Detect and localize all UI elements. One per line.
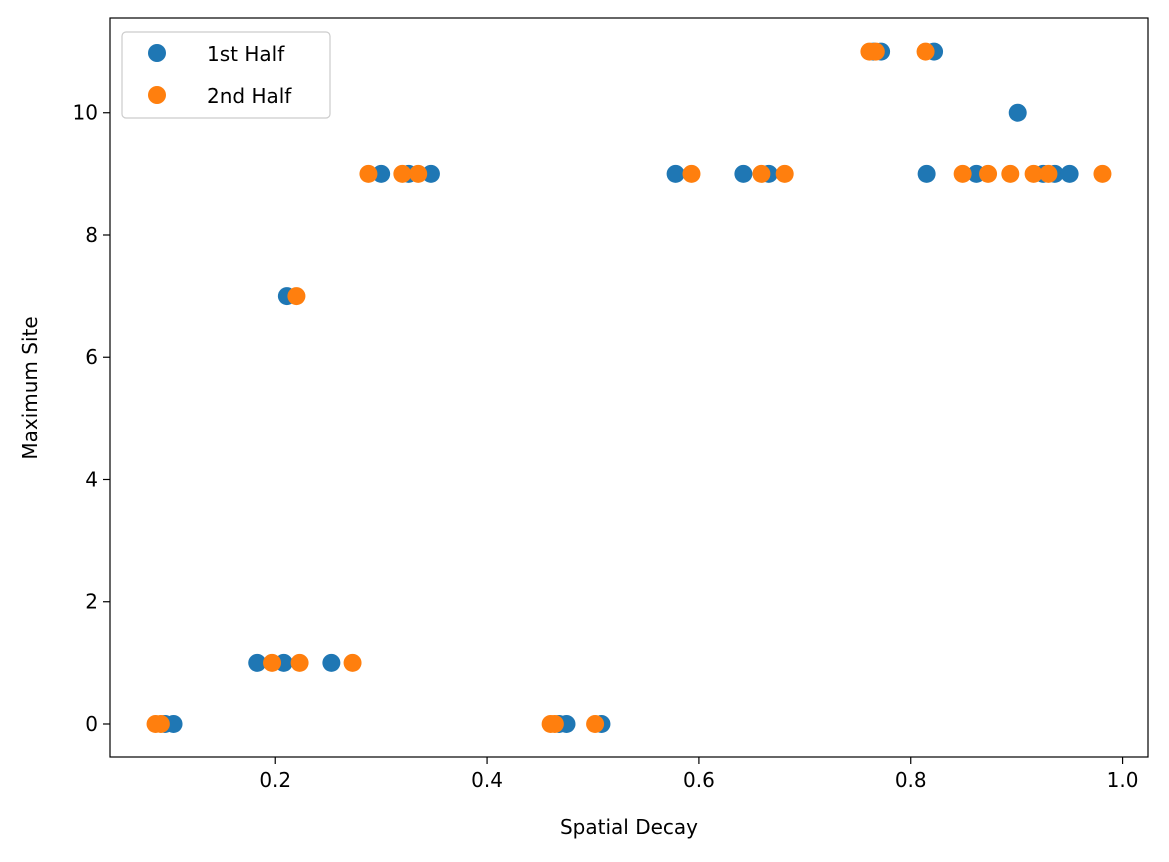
data-point-first-half	[372, 164, 391, 183]
data-point-second-half	[1001, 164, 1020, 183]
data-point-second-half	[343, 653, 362, 672]
data-point-first-half	[917, 164, 936, 183]
data-point-first-half	[666, 164, 685, 183]
data-point-second-half	[682, 164, 701, 183]
legend-frame	[121, 31, 331, 119]
data-point-second-half	[979, 164, 998, 183]
y-tick-label: 6	[85, 345, 98, 369]
y-axis-label: Maximum Site	[18, 316, 42, 459]
y-tick-label: 0	[85, 712, 98, 736]
data-point-first-half	[322, 653, 341, 672]
legend: 1st Half 2nd Half	[121, 31, 331, 119]
legend-marker-2nd-half	[148, 86, 166, 104]
x-tick-label: 0.8	[895, 768, 927, 792]
y-tick-label: 8	[85, 223, 98, 247]
legend-marker-1st-half	[148, 44, 166, 62]
data-point-second-half	[359, 164, 378, 183]
data-point-second-half	[290, 653, 309, 672]
data-point-second-half	[752, 164, 771, 183]
x-tick-label: 0.6	[683, 768, 715, 792]
y-axis-ticks: 0 2 4 6 8 10	[73, 101, 110, 736]
x-tick-label: 1.0	[1107, 768, 1139, 792]
y-tick-label: 2	[85, 590, 98, 614]
data-point-second-half	[151, 714, 170, 733]
data-point-second-half	[1039, 164, 1058, 183]
data-point-second-half	[1093, 164, 1112, 183]
data-point-second-half	[1024, 164, 1043, 183]
x-tick-label: 0.4	[471, 768, 503, 792]
x-tick-label: 0.2	[259, 768, 291, 792]
data-point-second-half	[545, 714, 564, 733]
data-point-first-half	[164, 714, 183, 733]
plot-points	[146, 42, 1112, 733]
data-point-second-half	[916, 42, 935, 61]
data-point-second-half	[409, 164, 428, 183]
legend-label-1st-half: 1st Half	[207, 42, 285, 66]
data-point-second-half	[263, 653, 282, 672]
y-tick-label: 10	[73, 101, 98, 125]
y-tick-label: 4	[85, 467, 98, 491]
data-point-second-half	[866, 42, 885, 61]
data-point-first-half	[421, 164, 440, 183]
data-point-first-half	[248, 653, 267, 672]
data-point-second-half	[775, 164, 794, 183]
axes-frame	[109, 17, 1149, 758]
x-axis-label: Spatial Decay	[560, 815, 698, 839]
data-point-first-half	[734, 164, 753, 183]
data-point-first-half	[1008, 103, 1027, 122]
data-point-second-half	[287, 287, 306, 306]
data-point-second-half	[953, 164, 972, 183]
legend-label-2nd-half: 2nd Half	[207, 84, 292, 108]
x-axis-ticks: 0.2 0.4 0.6 0.8 1.0	[259, 757, 1138, 792]
data-point-first-half	[1060, 164, 1079, 183]
data-point-second-half	[586, 714, 605, 733]
data-point-second-half	[393, 164, 412, 183]
